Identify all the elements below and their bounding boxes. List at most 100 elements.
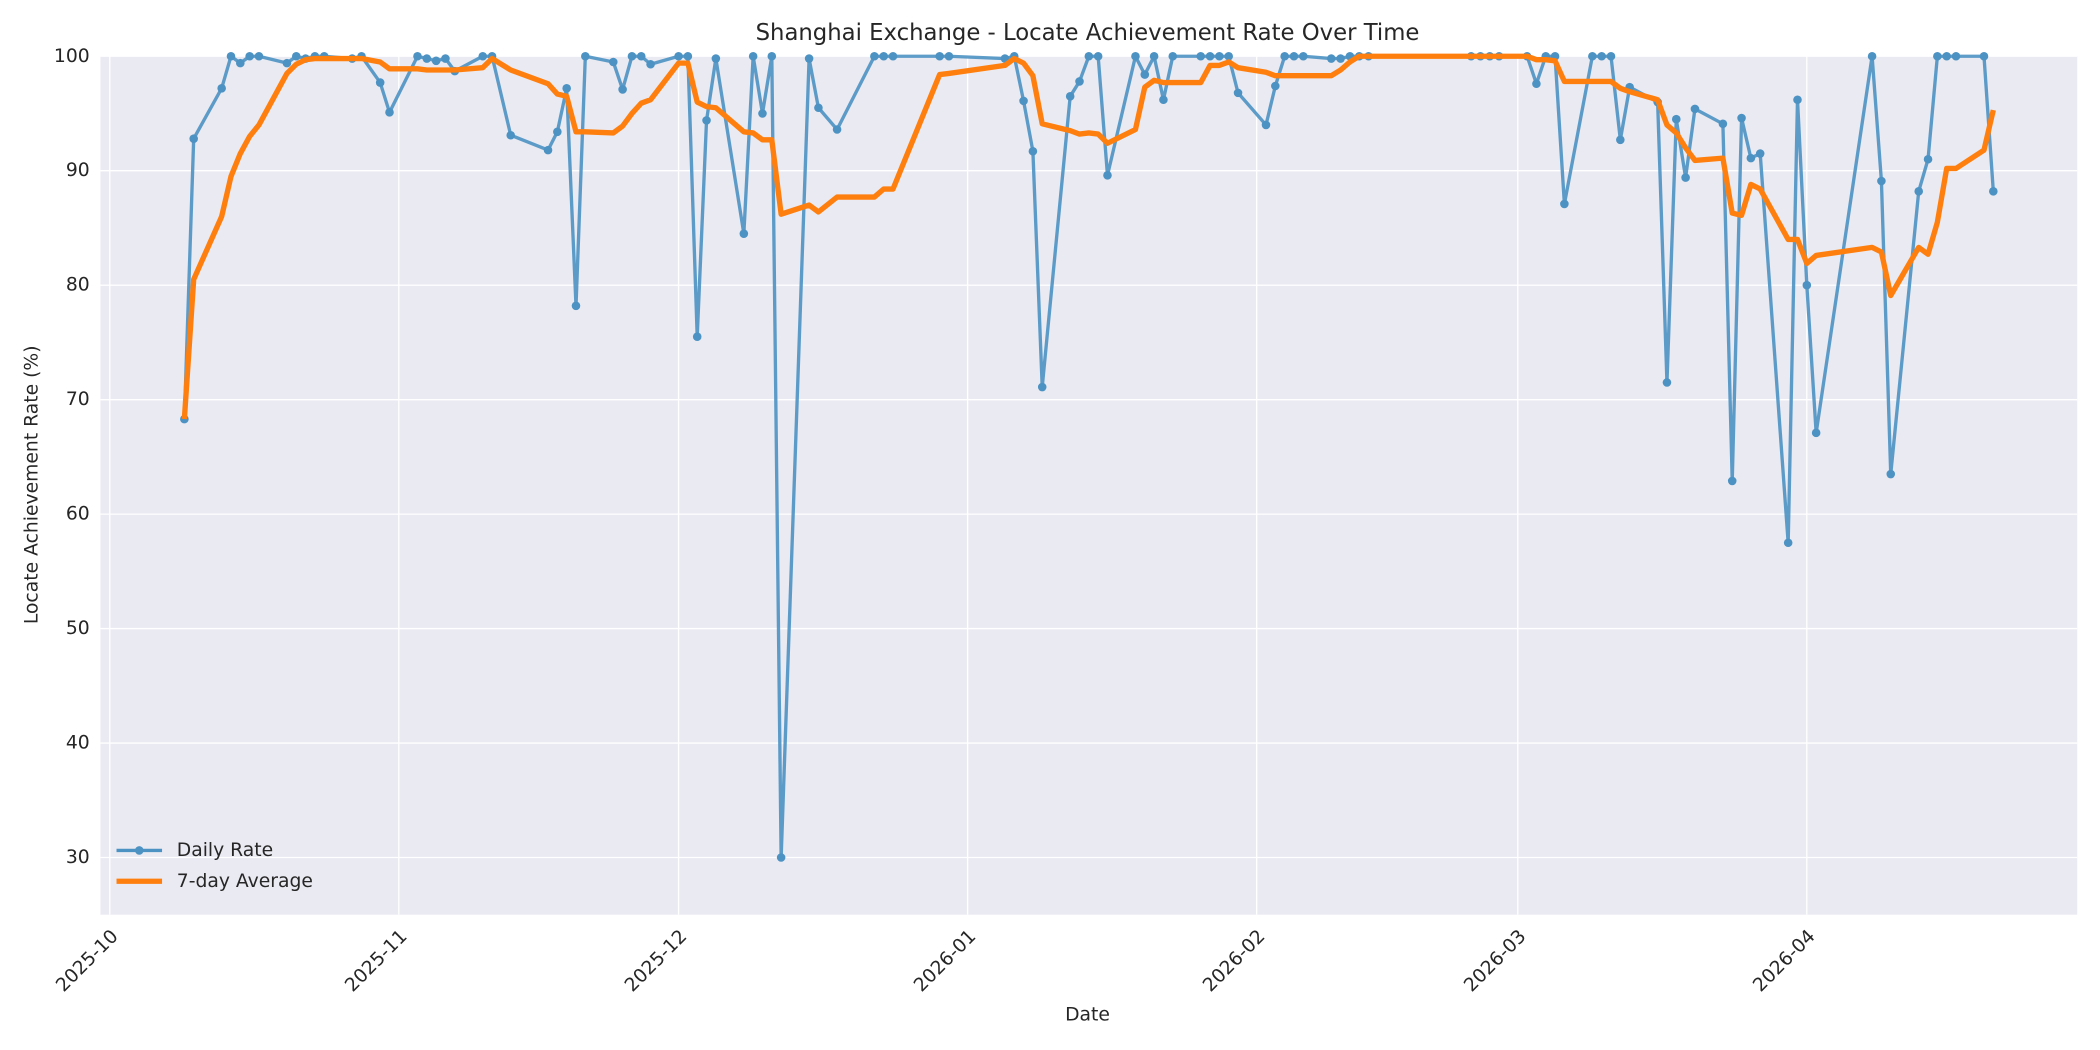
data-point: [441, 54, 450, 63]
data-point: [1606, 51, 1616, 61]
data-point: [1140, 70, 1150, 79]
y-tick-label: 40: [66, 733, 90, 754]
data-point: [1075, 77, 1084, 86]
data-point: [571, 301, 581, 311]
data-point: [1532, 79, 1541, 89]
data-point: [870, 51, 879, 61]
data-point: [422, 54, 432, 63]
data-point: [1196, 51, 1206, 61]
data-point: [1084, 51, 1094, 61]
data-point: [1718, 119, 1728, 129]
data-point: [1168, 51, 1178, 61]
data-point: [1886, 469, 1896, 479]
data-point: [1588, 51, 1597, 61]
y-tick-label: 100: [54, 46, 90, 67]
data-point: [1224, 51, 1233, 61]
data-point: [758, 109, 767, 118]
data-point: [1877, 176, 1886, 186]
data-point: [375, 78, 385, 87]
data-point: [1811, 428, 1821, 438]
data-point: [1597, 51, 1606, 61]
y-tick-label: 50: [66, 618, 90, 639]
marks: [180, 51, 1998, 862]
data-point: [935, 51, 944, 61]
y-tick-label: 60: [66, 504, 90, 525]
data-point: [888, 51, 898, 61]
data-point: [1560, 199, 1569, 209]
data-point: [236, 58, 245, 68]
data-point: [1979, 51, 1989, 61]
data-point: [618, 85, 627, 94]
data-point: [1671, 114, 1681, 124]
data-point: [543, 145, 553, 155]
data-point: [1923, 154, 1933, 164]
data-point: [413, 51, 422, 61]
data-point: [1336, 54, 1345, 63]
data-point: [627, 51, 637, 61]
data-point: [1103, 171, 1112, 180]
data-point: [385, 108, 394, 117]
data-point: [804, 54, 814, 63]
data-point: [748, 51, 758, 61]
data-point: [1019, 96, 1028, 106]
data-point: [562, 84, 571, 93]
data-point: [1289, 51, 1299, 61]
legend-marker: [135, 846, 144, 855]
data-point: [767, 51, 777, 61]
data-point: [1326, 54, 1336, 63]
data-point: [245, 51, 254, 61]
data-point: [282, 58, 292, 68]
plot-area: [100, 56, 2078, 915]
data-point: [1131, 51, 1140, 61]
data-point: [254, 51, 264, 61]
data-point: [1783, 538, 1793, 548]
data-point: [1989, 187, 1998, 196]
y-tick-label: 30: [66, 847, 90, 868]
x-axis-label: Date: [1065, 1005, 1110, 1026]
data-point: [1233, 88, 1243, 98]
data-point: [1737, 113, 1746, 123]
data-point: [1793, 95, 1802, 105]
data-point: [553, 127, 562, 137]
legend-label: 7-day Average: [177, 871, 313, 892]
data-point: [189, 134, 198, 143]
series-line: [181, 53, 1996, 420]
data-point: [478, 51, 488, 61]
data-point: [879, 51, 888, 61]
legend-label: Daily Rate: [177, 840, 273, 861]
y-axis-label: Locate Achievement Rate (%): [22, 345, 43, 624]
data-point: [431, 56, 441, 66]
data-point: [1261, 120, 1271, 130]
data-point: [1065, 92, 1075, 101]
data-point: [1867, 51, 1877, 61]
data-point: [674, 51, 683, 61]
y-tick-label: 70: [66, 389, 90, 410]
data-point: [1149, 51, 1159, 61]
data-point: [1093, 51, 1103, 61]
data-point: [581, 51, 590, 61]
data-point: [1746, 153, 1756, 163]
legend: Daily Rate 7-day Average: [116, 840, 313, 892]
data-point: [1914, 187, 1924, 196]
data-point: [944, 51, 954, 61]
data-point: [1037, 382, 1047, 392]
data-point: [1215, 51, 1224, 61]
data-point: [1727, 476, 1737, 486]
data-point: [636, 51, 646, 61]
data-point: [832, 125, 842, 134]
data-point: [683, 51, 693, 61]
data-point: [1159, 95, 1168, 105]
data-point: [1690, 104, 1700, 114]
chart-title: Shanghai Exchange - Locate Achievement R…: [756, 20, 1420, 46]
data-point: [217, 84, 226, 93]
data-point: [291, 51, 301, 61]
y-tick-label: 80: [66, 275, 90, 296]
data-point: [1681, 173, 1690, 182]
data-point: [1616, 135, 1625, 145]
data-point: [226, 51, 236, 61]
y-tick-label: 90: [66, 160, 90, 181]
data-point: [1205, 51, 1215, 61]
data-point: [711, 54, 721, 63]
data-point: [702, 116, 711, 125]
